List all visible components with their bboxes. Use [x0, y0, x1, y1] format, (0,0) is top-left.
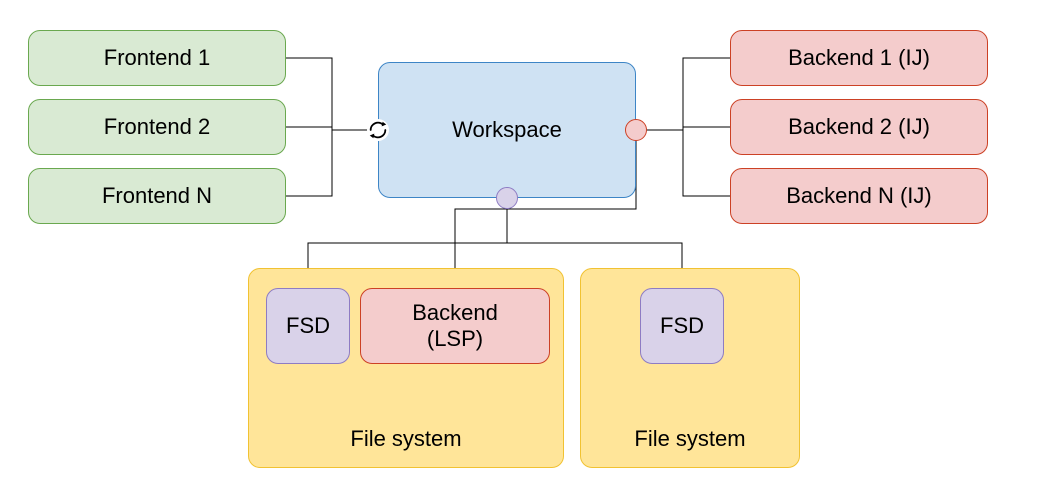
node-label: Frontend 1	[104, 45, 210, 71]
edge	[286, 130, 378, 196]
edge	[636, 127, 730, 130]
node-label: Backend N (IJ)	[786, 183, 932, 209]
edge	[286, 127, 378, 130]
node-label: Backend 2 (IJ)	[788, 114, 930, 140]
node-backendN: Backend N (IJ)	[730, 168, 988, 224]
port-fsd	[496, 187, 518, 209]
node-label: Backend (LSP)	[412, 300, 498, 353]
node-backendLSP: Backend (LSP)	[360, 288, 550, 364]
node-backend2: Backend 2 (IJ)	[730, 99, 988, 155]
node-frontendN: Frontend N	[28, 168, 286, 224]
node-fsd1: FSD	[266, 288, 350, 364]
node-label: FSD	[286, 313, 330, 339]
edge	[286, 58, 378, 130]
filesystem-caption: File system	[248, 426, 564, 452]
node-workspace: Workspace	[378, 62, 636, 198]
port-frontend	[367, 119, 389, 141]
edge	[636, 130, 730, 196]
edge	[636, 58, 730, 130]
node-backend1: Backend 1 (IJ)	[730, 30, 988, 86]
refresh-icon	[367, 119, 389, 141]
port-backend	[625, 119, 647, 141]
node-label: FSD	[660, 313, 704, 339]
node-label: Workspace	[452, 117, 562, 143]
filesystem-caption: File system	[580, 426, 800, 452]
node-fsd2: FSD	[640, 288, 724, 364]
node-label: Frontend 2	[104, 114, 210, 140]
node-label: Backend 1 (IJ)	[788, 45, 930, 71]
node-frontend1: Frontend 1	[28, 30, 286, 86]
node-frontend2: Frontend 2	[28, 99, 286, 155]
node-label: Frontend N	[102, 183, 212, 209]
